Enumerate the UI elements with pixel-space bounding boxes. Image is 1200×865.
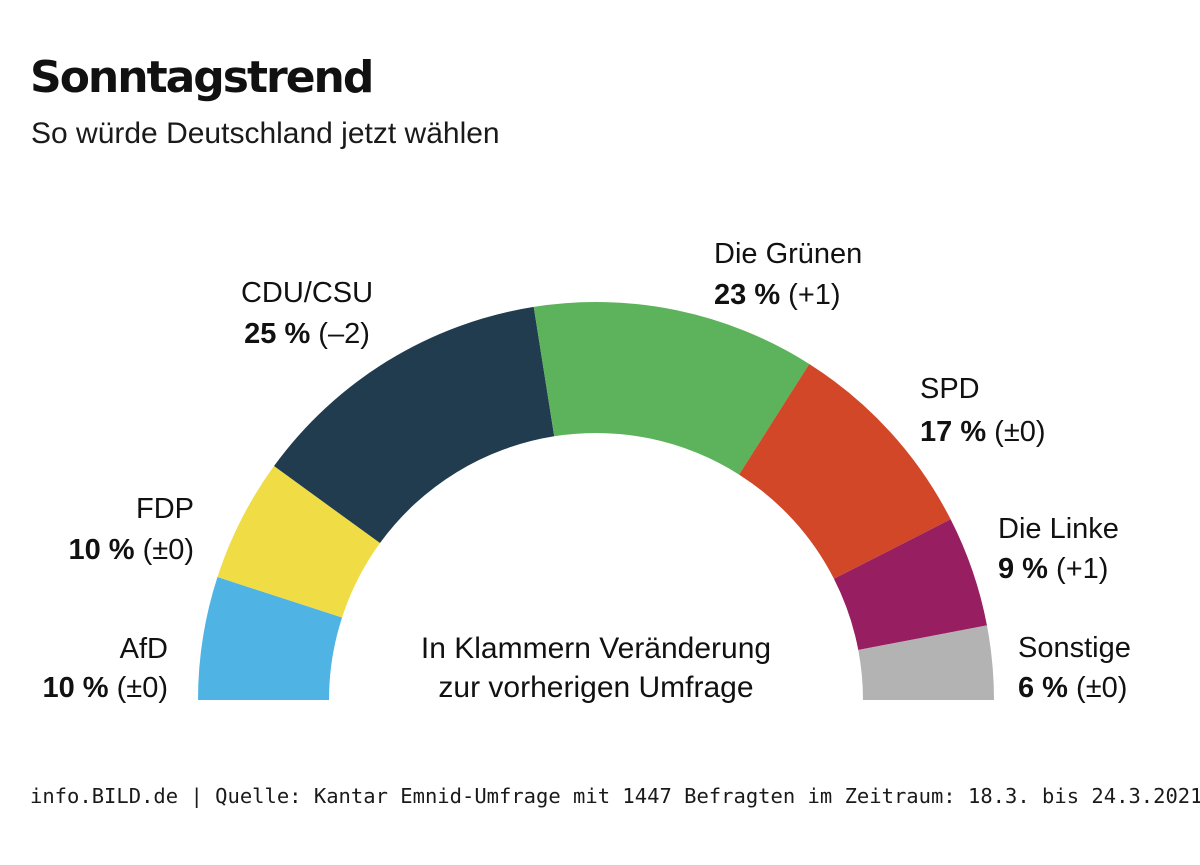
value-change-spd: (±0) [986, 416, 1045, 448]
chart-note: In Klammern Veränderung zur vorherigen U… [421, 632, 771, 704]
label-spd: SPD [920, 373, 980, 405]
value-percent-sonstige: 6 % [1018, 672, 1068, 704]
value-die-gruenen: 23 % (+1) [714, 279, 841, 311]
value-change-die-linke: (+1) [1048, 553, 1108, 585]
segment-fdp [217, 466, 380, 618]
label-die-gruenen: Die Grünen [714, 238, 862, 270]
note-line-2: zur vorherigen Umfrage [438, 671, 753, 704]
value-percent-cdu-csu: 25 % [244, 318, 310, 350]
segment-spd [739, 363, 951, 579]
value-percent-die-gruenen: 23 % [714, 279, 780, 311]
value-change-fdp: (±0) [135, 534, 194, 566]
segment-die-gruenen [533, 302, 810, 475]
segment-afd [198, 577, 343, 700]
label-fdp: FDP [136, 493, 194, 525]
value-fdp: 10 % (±0) [68, 534, 194, 566]
value-change-sonstige: (±0) [1068, 672, 1127, 704]
chart-segments [198, 302, 994, 700]
label-die-linke: Die Linke [998, 513, 1119, 545]
value-cdu-csu: 25 % (–2) [244, 318, 370, 350]
value-afd: 10 % (±0) [42, 672, 168, 704]
value-change-afd: (±0) [109, 672, 168, 704]
value-change-cdu-csu: (–2) [310, 318, 370, 350]
label-afd: AfD [120, 633, 168, 665]
value-spd: 17 % (±0) [920, 416, 1046, 448]
value-sonstige: 6 % (±0) [1018, 672, 1127, 704]
source-footer: info.BILD.de | Quelle: Kantar Emnid-Umfr… [30, 784, 1200, 808]
segment-die-linke [833, 519, 987, 650]
chart-subtitle: So würde Deutschland jetzt wählen [31, 117, 500, 150]
segment-cdu-csu [274, 306, 555, 544]
value-percent-fdp: 10 % [68, 534, 134, 566]
segment-sonstige [858, 625, 994, 700]
value-percent-spd: 17 % [920, 416, 986, 448]
label-cdu-csu: CDU/CSU [241, 277, 373, 309]
value-change-die-gruenen: (+1) [780, 279, 840, 311]
label-sonstige: Sonstige [1018, 632, 1131, 664]
value-die-linke: 9 % (+1) [998, 553, 1108, 585]
note-line-1: In Klammern Veränderung [421, 632, 771, 665]
value-percent-afd: 10 % [42, 672, 108, 704]
chart-title: Sonntagstrend [30, 52, 374, 103]
value-percent-die-linke: 9 % [998, 553, 1048, 585]
